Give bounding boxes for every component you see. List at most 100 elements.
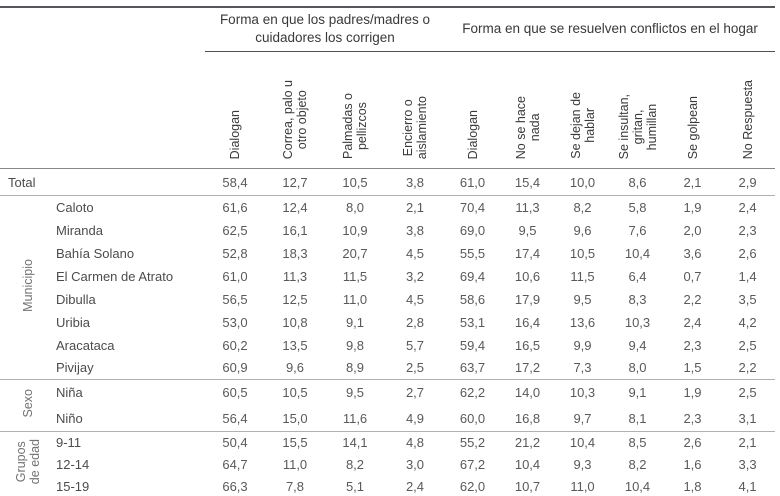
row-label: Uribia (56, 314, 90, 330)
value-cell: 12,4 (282, 199, 308, 215)
value-cell: 4,1 (738, 478, 757, 494)
column-header-no-se-hace-nada: No se hace nada (500, 51, 555, 169)
value-cell: 13,6 (569, 314, 596, 330)
value-cell: 8,2 (345, 457, 365, 472)
value-cell: 62,0 (459, 478, 486, 494)
value-cell: 61,0 (459, 174, 486, 190)
value-cell: 9,1 (345, 314, 365, 330)
column-header-no-respuesta: No Respuesta (720, 51, 776, 169)
value-cell: 3,6 (683, 245, 702, 261)
value-cell: 10,9 (342, 222, 368, 238)
value-cell: 10,3 (624, 314, 651, 330)
column-header-correa: Correa, palo u otro objeto (265, 51, 325, 169)
row-group-label: Grupos de edad (0, 432, 55, 496)
value-cell: 3,5 (738, 291, 757, 307)
column-header-label: No Respuesta (740, 79, 755, 159)
value-cell: 4,2 (738, 314, 757, 330)
value-cell: 11,0 (282, 457, 308, 472)
value-cell: 2,5 (738, 385, 757, 401)
value-cell: 10,4 (514, 457, 541, 472)
value-cell: 0,7 (683, 268, 702, 284)
value-cell: 2,8 (405, 314, 425, 330)
value-cell: 3,2 (405, 268, 425, 284)
row-label: Pivijay (56, 360, 94, 376)
column-header-dialogan-2: Dialogan (445, 51, 500, 169)
value-cell: 3,1 (738, 410, 757, 426)
value-cell: 2,5 (405, 360, 425, 376)
value-cell: 1,5 (683, 360, 702, 376)
value-cell: 10,3 (569, 385, 596, 401)
value-cell: 9,9 (573, 337, 592, 353)
value-cell: 55,2 (459, 435, 486, 451)
column-header-se-golpean: Se golpean (665, 51, 720, 169)
row-label-total: Total (8, 174, 36, 190)
value-cell: 9,5 (518, 222, 537, 238)
value-cell: 60,9 (222, 360, 248, 376)
value-cell: 10,7 (514, 478, 541, 494)
row-label: Caloto (56, 199, 94, 215)
value-cell: 4,5 (405, 291, 425, 307)
value-cell: 7,8 (285, 478, 305, 494)
value-cell: 8,9 (345, 360, 365, 376)
value-cell: 8,2 (573, 199, 592, 215)
value-cell: 10,4 (624, 478, 651, 494)
value-cell: 2,4 (683, 314, 702, 330)
column-header-se-dejan-de-hablar: Se dejan de hablar (555, 51, 610, 169)
table-row: Uribia 53,0 10,8 9,1 2,8 53,1 16,4 13,6 10,3 2,4 4… (0, 311, 775, 334)
value-cell: 11,5 (342, 268, 368, 284)
value-cell: 53,1 (459, 314, 486, 330)
table-header: Forma en que los padres/madres o cuidado… (0, 7, 776, 169)
value-cell: 17,9 (514, 291, 541, 307)
value-cell: 11,3 (515, 199, 540, 215)
value-cell: 10,0 (569, 174, 596, 190)
value-cell: 14,0 (514, 385, 541, 401)
column-header-label: Dialogan (465, 109, 480, 159)
row-label: Dibulla (56, 291, 96, 307)
value-cell: 11,6 (342, 410, 368, 426)
table-row: Aracataca 60,2 13,5 9,8 5,7 59,4 16,5 9,9 9,4 2,3… (0, 334, 775, 357)
row-group-label: Sexo (0, 380, 55, 432)
group-header-row: Forma en que los padres/madres o cuidado… (0, 7, 776, 52)
header-spacer (0, 7, 205, 52)
value-cell: 5,8 (628, 199, 647, 215)
value-cell: 11,0 (570, 478, 595, 494)
column-header-palmadas: Palmadas o pellizcos (325, 51, 385, 169)
column-header-se-insultan: Se insultan, gritan, humillan (610, 51, 665, 169)
value-cell: 9,7 (573, 410, 592, 426)
value-cell: 9,6 (285, 360, 305, 376)
value-cell: 2,3 (683, 337, 702, 353)
value-cell: 69,4 (459, 268, 486, 284)
row-label: Niña (56, 385, 83, 401)
total-section: Total 58,4 12,7 10,5 3,8 61,0 15,4 10,0 8,6 2,1 2,… (0, 169, 775, 196)
value-cell: 13,5 (282, 337, 308, 353)
value-cell: 12,7 (282, 174, 308, 190)
row-label: Miranda (56, 222, 103, 238)
value-cell: 9,1 (628, 385, 647, 401)
value-cell: 70,4 (459, 199, 486, 215)
table-row: Municipio Caloto 61,6 12,4 8,0 2,1 70,4 11,3 8,2… (0, 196, 775, 312)
value-cell: 62,2 (459, 385, 486, 401)
value-cell: 10,5 (282, 385, 308, 401)
value-cell: 16,8 (514, 410, 541, 426)
value-cell: 58,4 (222, 174, 248, 190)
row-label: 15-19 (56, 478, 90, 494)
value-cell: 53,0 (222, 314, 248, 330)
table-row: Miranda 62,5 16,1 10,9 3,8 69,0 9,5 9,6 7,6 2,0 2,… (0, 219, 775, 242)
table-row: Sexo Niña 60,5 10,5 9,5 2,7 62,2 14,0 10,3 9,1 1,9… (0, 380, 775, 417)
value-cell: 66,3 (222, 478, 248, 494)
column-header-label: Se dejan de hablar (568, 92, 597, 159)
value-cell: 64,7 (222, 457, 248, 472)
column-group-title-conflictos: Forma en que se resuelven conflictos en … (445, 7, 776, 52)
column-header-label: Se insultan, gritan, humillan (616, 93, 659, 159)
value-cell: 17,4 (514, 245, 541, 261)
value-cell: 11,0 (342, 291, 368, 307)
value-cell: 10,4 (569, 435, 596, 451)
value-cell: 2,1 (405, 199, 425, 215)
value-cell: 16,4 (514, 314, 541, 330)
value-cell: 10,6 (514, 268, 541, 284)
value-cell: 63,7 (459, 360, 486, 376)
value-cell: 9,3 (573, 457, 592, 472)
value-cell: 8,2 (628, 457, 647, 472)
value-cell: 2,1 (683, 174, 702, 190)
value-cell: 8,5 (628, 435, 647, 451)
